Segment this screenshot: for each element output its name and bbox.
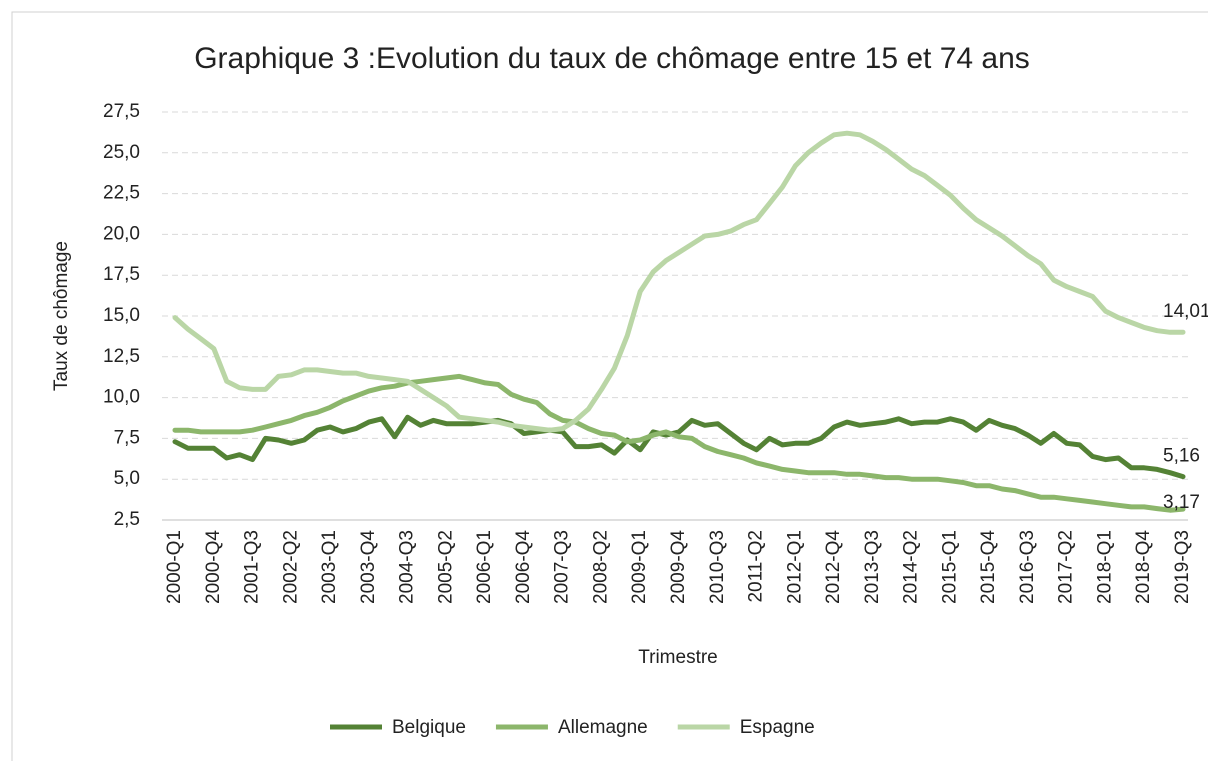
x-tick-label: 2006-Q4 — [513, 530, 534, 604]
x-tick-label: 2002-Q2 — [280, 530, 301, 604]
x-tick-label: 2008-Q2 — [590, 530, 611, 604]
x-tick-label: 2012-Q4 — [823, 530, 844, 604]
x-tick-label: 2016-Q3 — [1017, 530, 1038, 604]
y-tick-label: 5,0 — [114, 468, 140, 489]
x-tick-label: 2017-Q2 — [1056, 530, 1077, 604]
y-tick-label: 2,5 — [114, 509, 140, 530]
series-line — [172, 130, 1186, 433]
x-tick-label: 2012-Q1 — [784, 530, 805, 604]
x-tick-label: 2005-Q2 — [435, 530, 456, 604]
x-tick-label: 2014-Q2 — [901, 530, 922, 604]
y-axis-label: Taux de chômage — [51, 241, 72, 391]
x-tick-label: 2004-Q3 — [397, 530, 418, 604]
x-tick-label: 2019-Q3 — [1172, 530, 1193, 604]
x-tick-label: 2001-Q3 — [242, 530, 263, 604]
x-tick-label: 2003-Q1 — [319, 530, 340, 604]
legend-label: Espagne — [740, 717, 815, 738]
y-tick-label: 20,0 — [103, 223, 140, 244]
x-tick-label: 2018-Q1 — [1094, 530, 1115, 604]
x-tick-label: 2015-Q1 — [939, 530, 960, 604]
x-tick-label: 2009-Q1 — [629, 530, 650, 604]
y-tick-label: 25,0 — [103, 142, 140, 163]
data-label: 3,17 — [1163, 492, 1200, 513]
x-axis-label: Trimestre — [638, 647, 718, 668]
chart-title: Graphique 3 :Evolution du taux de chômag… — [194, 42, 1030, 75]
data-label: 14,01 — [1163, 301, 1208, 322]
y-tick-label: 12,5 — [103, 346, 140, 367]
x-tick-label: 2003-Q4 — [358, 530, 379, 604]
legend-label: Allemagne — [558, 717, 648, 738]
chart-frame — [11, 11, 1208, 761]
series-line — [172, 414, 1186, 480]
y-tick-label: 17,5 — [103, 264, 140, 285]
x-tick-label: 2000-Q1 — [164, 530, 185, 604]
y-tick-label: 15,0 — [103, 305, 140, 326]
x-tick-label: 2009-Q4 — [668, 530, 689, 604]
x-tick-label: 2007-Q3 — [552, 530, 573, 604]
x-tick-label: 2013-Q3 — [862, 530, 883, 604]
series-line — [172, 373, 1186, 513]
y-tick-label: 22,5 — [103, 183, 140, 204]
data-label: 5,16 — [1163, 446, 1200, 467]
x-tick-label: 2011-Q2 — [746, 530, 767, 603]
y-tick-label: 27,5 — [103, 101, 140, 122]
x-tick-label: 2006-Q1 — [474, 530, 495, 604]
y-tick-label: 10,0 — [103, 387, 140, 408]
y-tick-label: 7,5 — [114, 427, 140, 448]
x-tick-label: 2018-Q4 — [1133, 530, 1154, 604]
x-tick-label: 2015-Q4 — [978, 530, 999, 604]
x-tick-label: 2000-Q4 — [203, 530, 224, 604]
x-tick-label: 2010-Q3 — [707, 530, 728, 604]
legend-label: Belgique — [392, 717, 466, 738]
